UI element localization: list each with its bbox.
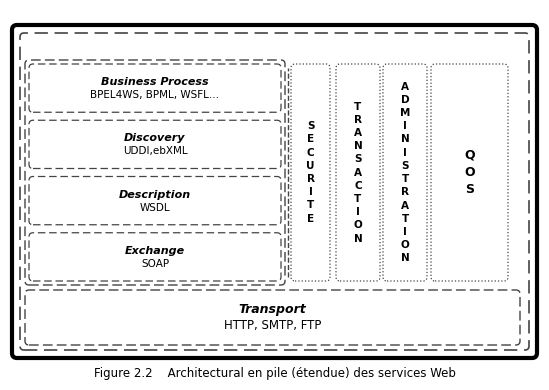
Text: Business Process: Business Process <box>101 77 209 87</box>
Text: A
D
M
I
N
I
S
T
R
A
T
I
O
N: A D M I N I S T R A T I O N <box>400 82 410 263</box>
FancyBboxPatch shape <box>29 233 281 281</box>
Text: UDDI,ebXML: UDDI,ebXML <box>122 146 187 156</box>
Text: HTTP, SMTP, FTP: HTTP, SMTP, FTP <box>224 319 321 332</box>
Text: Transport: Transport <box>239 303 306 316</box>
FancyBboxPatch shape <box>25 290 520 345</box>
FancyBboxPatch shape <box>29 64 281 112</box>
Text: Q
O
S: Q O S <box>464 149 475 196</box>
FancyBboxPatch shape <box>383 64 427 281</box>
FancyBboxPatch shape <box>12 25 537 358</box>
FancyBboxPatch shape <box>29 177 281 225</box>
Text: SOAP: SOAP <box>141 259 169 269</box>
Text: Discovery: Discovery <box>124 133 186 144</box>
FancyBboxPatch shape <box>29 120 281 168</box>
Text: Exchange: Exchange <box>125 246 185 256</box>
Text: Figure 2.2    Architectural en pile (étendue) des services Web: Figure 2.2 Architectural en pile (étendu… <box>93 367 456 381</box>
Text: S
E
C
U
R
I
T
E: S E C U R I T E <box>306 121 315 224</box>
FancyBboxPatch shape <box>291 64 330 281</box>
Text: BPEL4WS, BPML, WSFL...: BPEL4WS, BPML, WSFL... <box>91 90 220 100</box>
Text: WSDL: WSDL <box>139 203 170 213</box>
FancyBboxPatch shape <box>336 64 380 281</box>
FancyBboxPatch shape <box>431 64 508 281</box>
Text: T
R
A
N
S
A
C
T
I
O
N: T R A N S A C T I O N <box>354 101 362 243</box>
Text: Description: Description <box>119 190 191 200</box>
